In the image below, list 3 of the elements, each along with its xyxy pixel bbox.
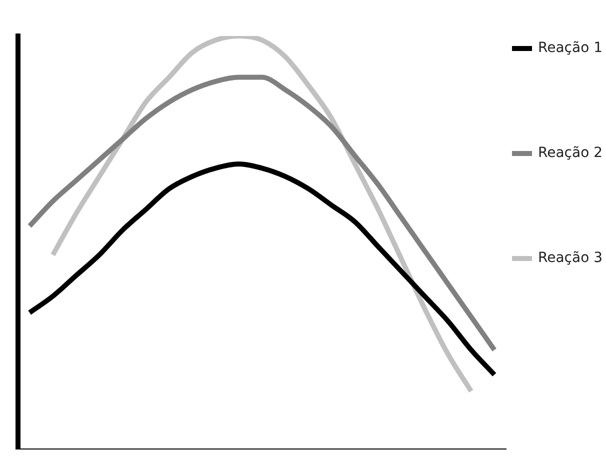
legend-label: Reação 3 bbox=[538, 250, 602, 266]
legend-label: Reação 2 bbox=[538, 145, 602, 161]
legend-label: Reação 1 bbox=[538, 40, 602, 56]
